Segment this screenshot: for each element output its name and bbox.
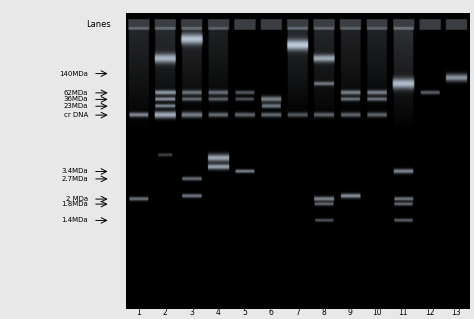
Text: 11: 11	[399, 308, 408, 317]
Text: 1: 1	[137, 308, 141, 317]
Text: 6: 6	[269, 308, 273, 317]
Text: 23MDa: 23MDa	[64, 103, 88, 109]
Text: 4: 4	[216, 308, 220, 317]
Text: 1.8MDa: 1.8MDa	[61, 201, 88, 207]
Text: 3: 3	[189, 308, 194, 317]
Text: cr DNA: cr DNA	[64, 112, 88, 118]
Text: 1.4MDa: 1.4MDa	[61, 218, 88, 223]
Text: 8: 8	[321, 308, 326, 317]
Text: 9: 9	[348, 308, 353, 317]
Text: 2: 2	[163, 308, 168, 317]
Text: Lanes: Lanes	[86, 20, 110, 29]
Text: 140MDa: 140MDa	[59, 70, 88, 77]
Text: 2 MDa: 2 MDa	[66, 196, 88, 202]
Text: 10: 10	[372, 308, 382, 317]
Text: 36MDa: 36MDa	[64, 96, 88, 102]
Text: 5: 5	[242, 308, 247, 317]
Text: 12: 12	[425, 308, 434, 317]
Text: 62MDa: 62MDa	[64, 90, 88, 96]
Text: 3.4MDa: 3.4MDa	[61, 168, 88, 174]
Text: 2.7MDa: 2.7MDa	[61, 176, 88, 182]
Text: 13: 13	[451, 308, 461, 317]
Text: 7: 7	[295, 308, 300, 317]
